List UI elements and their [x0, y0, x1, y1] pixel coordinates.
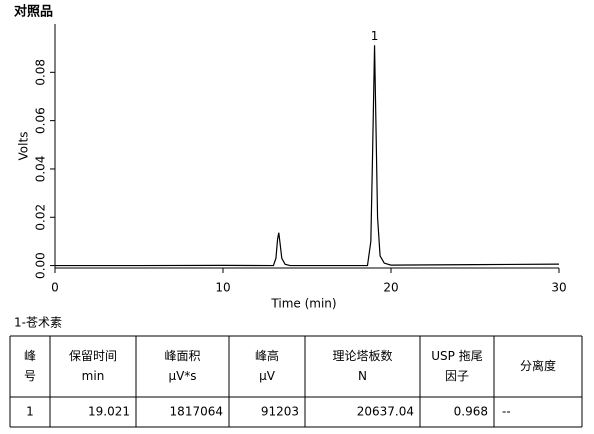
table-header: USP 拖尾 [431, 349, 482, 363]
table-header: 峰面积 [164, 349, 200, 363]
table-header: 理论塔板数 [332, 348, 392, 363]
y-tick-label: 0.08 [34, 59, 48, 86]
table-header: 分离度 [520, 358, 556, 373]
x-tick-label: 20 [383, 281, 398, 295]
table-cell: 1 [26, 405, 34, 419]
trace [55, 45, 560, 267]
table-header: 保留时间 [69, 349, 117, 363]
table-cell: 1817064 [170, 405, 223, 419]
page-title: 对照品 [14, 4, 53, 20]
y-axis-title: Volts [17, 132, 31, 161]
table-cell: 91203 [261, 405, 299, 419]
y-tick-label: 0.04 [34, 156, 48, 183]
table-cell: 19.021 [88, 405, 130, 419]
y-tick-label: 0.02 [34, 204, 48, 231]
table-header: 峰高 [255, 348, 279, 363]
x-axis-title: Time (min) [270, 297, 336, 311]
table-header: 峰 [24, 349, 36, 363]
table-header: 因子 [445, 369, 469, 383]
table-header: min [82, 369, 105, 383]
table-cell: 20637.04 [357, 405, 414, 419]
table-header: 号 [24, 369, 36, 383]
y-tick-label: 0.00 [34, 252, 48, 279]
x-tick-label: 10 [215, 281, 230, 295]
y-tick-label: 0.06 [34, 107, 48, 134]
table-header: µV*s [168, 369, 196, 383]
table-cell: 0.968 [454, 405, 488, 419]
table-header: N [358, 369, 367, 383]
table-caption: 1-苍术素 [14, 316, 62, 330]
table-header: µV [259, 369, 276, 383]
x-tick-label: 30 [551, 281, 566, 295]
table-cell: -- [502, 405, 511, 419]
x-tick-label: 0 [51, 281, 59, 295]
peak-label: 1 [371, 29, 379, 43]
